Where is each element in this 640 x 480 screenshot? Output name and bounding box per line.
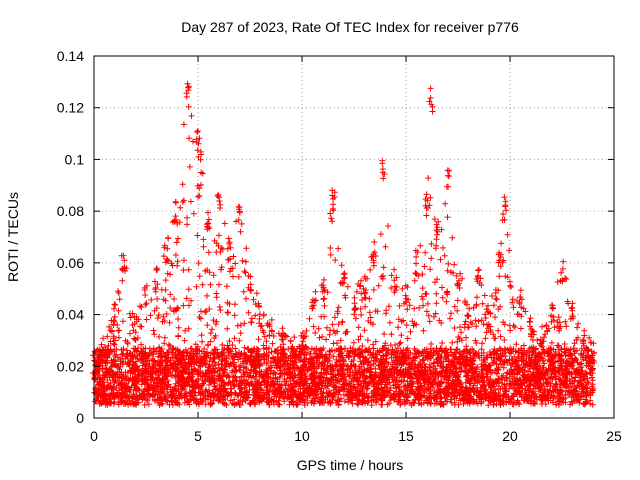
axis-ticks: 0 5 10 15 20 25 0 0.02 0.04 0.06 0.08 0.1 0.12 0.14 [57,48,622,444]
data-points [89,80,598,409]
x-axis-label: GPS time / hours [297,457,404,473]
y-axis-label: ROTI / TECUs [5,192,21,282]
y-tick-label: 0.02 [57,358,84,374]
chart-title: Day 287 of 2023, Rate Of TEC Index for r… [181,19,519,35]
x-tick-label: 0 [90,428,98,444]
plot-frame [93,55,615,419]
x-tick-label: 20 [502,428,518,444]
y-tick-label: 0.1 [65,151,85,167]
y-tick-label: 0.14 [57,48,84,64]
y-tick-label: 0.06 [57,255,84,271]
x-tick-label: 10 [294,428,310,444]
x-tick-label: 15 [398,428,414,444]
y-tick-label: 0 [76,410,84,426]
x-tick-label: 5 [194,428,202,444]
y-tick-label: 0.12 [57,100,84,116]
y-tick-label: 0.04 [57,307,84,323]
x-tick-label: 25 [606,428,622,444]
roti-points [89,80,598,409]
y-tick-label: 0.08 [57,203,84,219]
